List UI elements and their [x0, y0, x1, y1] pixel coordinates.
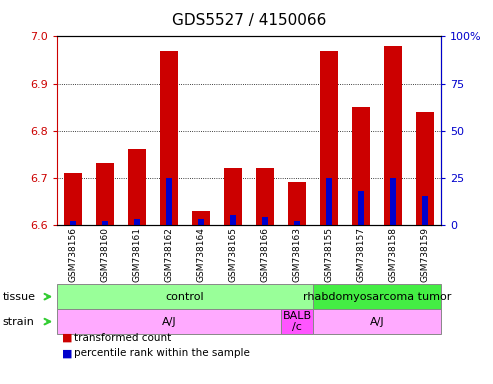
Bar	[70, 221, 76, 225]
Bar	[57, 309, 281, 334]
Bar	[224, 168, 242, 225]
Text: GDS5527 / 4150066: GDS5527 / 4150066	[172, 13, 326, 28]
Bar	[313, 309, 441, 334]
Bar	[256, 168, 274, 225]
Bar	[96, 164, 113, 225]
Text: rhabdomyosarcoma tumor: rhabdomyosarcoma tumor	[303, 291, 451, 302]
Bar	[198, 219, 204, 225]
Bar	[160, 51, 177, 225]
Bar	[352, 107, 370, 225]
Bar	[134, 219, 140, 225]
Text: percentile rank within the sample: percentile rank within the sample	[74, 348, 250, 358]
Bar	[128, 149, 145, 225]
Text: transformed count: transformed count	[74, 333, 171, 343]
Bar	[57, 284, 313, 309]
Bar	[288, 182, 306, 225]
Text: A/J: A/J	[370, 316, 385, 327]
Bar	[417, 112, 434, 225]
Text: ■: ■	[62, 348, 72, 358]
Bar	[64, 173, 81, 225]
Bar	[230, 215, 236, 225]
Bar	[422, 196, 428, 225]
Bar	[166, 178, 172, 225]
Bar	[281, 309, 313, 334]
Bar	[385, 46, 402, 225]
Bar	[320, 51, 338, 225]
Text: ■: ■	[62, 333, 72, 343]
Bar	[262, 217, 268, 225]
Bar	[390, 178, 396, 225]
Text: BALB
/c: BALB /c	[282, 311, 312, 333]
Bar	[294, 221, 300, 225]
Bar	[102, 221, 108, 225]
Text: A/J: A/J	[162, 316, 176, 327]
Text: tissue: tissue	[2, 291, 35, 302]
Bar	[358, 191, 364, 225]
Text: control: control	[166, 291, 204, 302]
Bar	[326, 178, 332, 225]
Bar	[192, 210, 210, 225]
Bar	[313, 284, 441, 309]
Text: strain: strain	[2, 316, 35, 327]
